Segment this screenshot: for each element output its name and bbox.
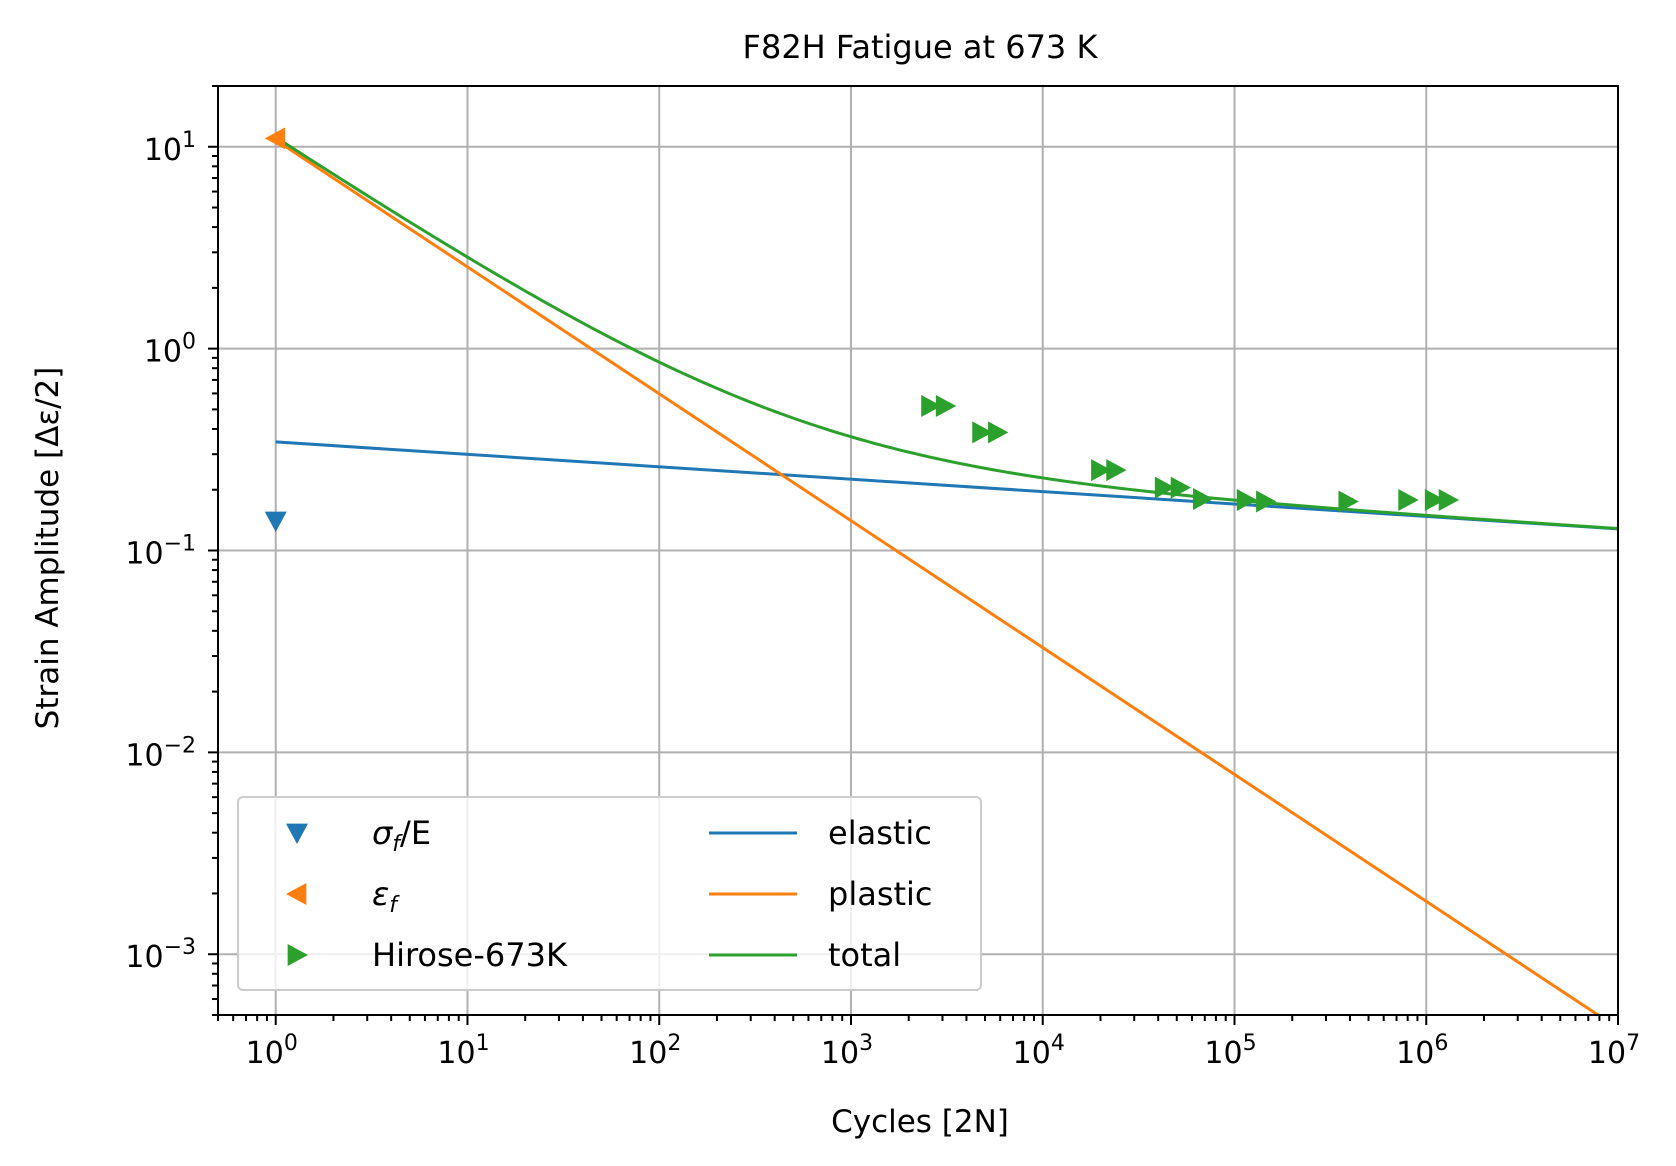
data-point-triangle-right (1106, 459, 1127, 482)
data-point-triangle-down (264, 511, 287, 533)
x-tick-label-exponent: 3 (859, 1031, 873, 1056)
x-tick-label-exponent: 5 (1243, 1031, 1257, 1056)
data-point-triangle-right (1338, 490, 1359, 513)
x-tick-label-base: 10 (437, 1036, 475, 1071)
x-tick-label-exponent: 1 (476, 1031, 490, 1056)
x-axis-label: Cycles [2N] (831, 1104, 1009, 1140)
data-point-triangle-right (1193, 487, 1214, 510)
legend-marker-triangle-left (286, 883, 307, 905)
y-tick-label-base: 10 (125, 940, 163, 975)
legend-label-main: ε (372, 875, 389, 913)
legend-marker-triangle-down (286, 823, 308, 844)
legend-label-main: σ (372, 814, 394, 852)
legend-marker-triangle-right (287, 944, 308, 966)
axis-ticks (208, 85, 1619, 1025)
legend-box (237, 796, 982, 991)
x-tick-label-exponent: 6 (1434, 1031, 1448, 1056)
data-point-triangle-right (1236, 488, 1258, 511)
y-tick-label: 10−3 (125, 935, 196, 975)
y-tick-label: 100 (144, 330, 196, 370)
series-line-total (274, 135, 1618, 531)
plot-content (264, 127, 1618, 1015)
x-tick-label: 103 (821, 1031, 873, 1071)
data-point-triangle-right (1398, 488, 1419, 511)
x-tick-label-base: 10 (1013, 1036, 1051, 1071)
legend-label: elastic (828, 814, 932, 852)
y-tick-label-exponent: 0 (182, 330, 196, 355)
y-tick-label-base: 10 (125, 738, 163, 773)
y-tick-label-exponent: −3 (164, 935, 196, 960)
data-point-triangle-right (921, 394, 942, 417)
y-tick-label: 10−1 (125, 532, 196, 572)
x-tick-label: 100 (246, 1031, 298, 1071)
x-tick-label-exponent: 4 (1051, 1031, 1065, 1056)
y-tick-label: 10−2 (125, 733, 196, 773)
x-tick-label-base: 10 (1396, 1036, 1434, 1071)
y-tick-label-exponent: −1 (164, 532, 196, 557)
legend-label: σf/E (372, 814, 431, 857)
legend-label: plastic (828, 875, 933, 913)
legend-label: Hirose-673K (372, 936, 568, 974)
data-point-triangle-right (1424, 488, 1446, 511)
x-tick-label-exponent: 7 (1626, 1031, 1640, 1056)
x-tick-label-base: 10 (1204, 1036, 1242, 1071)
x-tick-label-base: 10 (821, 1036, 859, 1071)
legend-label-subscript: f (392, 832, 403, 857)
y-tick-label-exponent: −2 (164, 733, 196, 758)
x-tick-label: 101 (437, 1031, 489, 1071)
x-tick-label-base: 10 (1588, 1036, 1626, 1071)
x-tick-label: 104 (1013, 1031, 1065, 1071)
y-tick-label: 101 (144, 128, 196, 168)
legend-label-suffix: /E (400, 814, 431, 852)
data-point-triangle-left (264, 127, 286, 150)
data-point-triangle-right (935, 394, 957, 417)
y-tick-label-exponent: 1 (182, 128, 196, 153)
y-tick-label-base: 10 (125, 537, 163, 572)
data-point-triangle-right (1438, 488, 1460, 511)
series-line-plastic (274, 138, 1601, 1015)
x-tick-label: 105 (1204, 1031, 1256, 1071)
legend-label: εf (372, 875, 400, 918)
x-tick-label-exponent: 0 (284, 1031, 298, 1056)
x-tick-label-exponent: 2 (667, 1031, 681, 1056)
data-point-triangle-right (972, 421, 993, 444)
x-tick-label: 102 (629, 1031, 681, 1071)
x-tick-label: 107 (1588, 1031, 1640, 1071)
data-point-triangle-right (1091, 459, 1112, 482)
data-point-triangle-right (1256, 490, 1277, 513)
data-point-triangle-right (988, 421, 1009, 444)
y-axis-label: Strain Amplitude [Δε/2] (30, 367, 66, 730)
data-point-triangle-right (1170, 476, 1192, 499)
chart-title: F82H Fatigue at 673 K (743, 28, 1099, 66)
x-tick-label-base: 10 (629, 1036, 667, 1071)
y-tick-label-base: 10 (144, 133, 182, 168)
legend-label-subscript: f (389, 893, 400, 918)
data-point-triangle-right (1154, 476, 1176, 499)
x-tick-label: 106 (1396, 1031, 1448, 1071)
legend-label: total (828, 936, 901, 974)
y-tick-label-base: 10 (144, 335, 182, 370)
x-tick-label-base: 10 (246, 1036, 284, 1071)
legend-label-main: Hirose-673K (372, 936, 568, 974)
